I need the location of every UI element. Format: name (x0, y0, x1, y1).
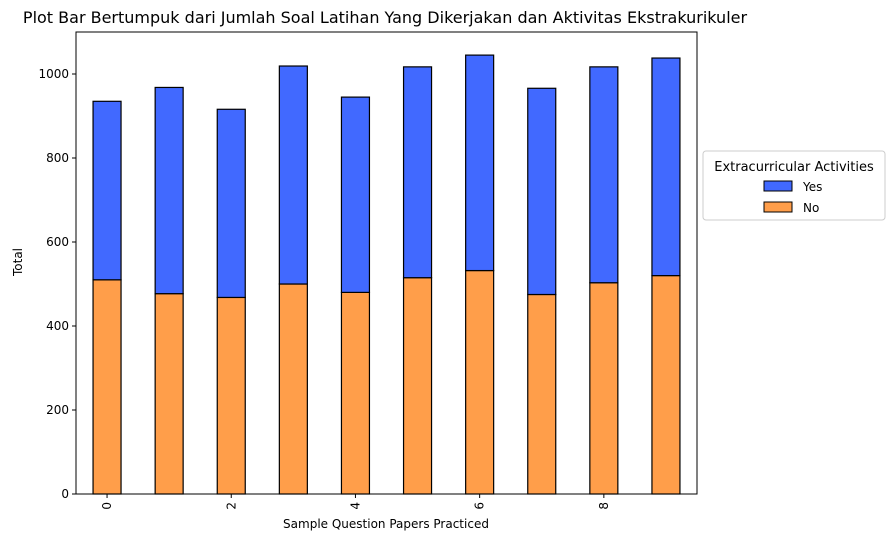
bar-yes-9 (651, 57, 681, 277)
bar-no-7 (527, 293, 557, 495)
bar-no-3 (278, 283, 308, 495)
legend-box (702, 150, 886, 221)
bar-no-9 (651, 275, 681, 495)
legend-label-no: No (803, 201, 819, 215)
y-tick-label-200: 200 (46, 403, 69, 417)
x-tick-label-0: 0 (100, 502, 114, 510)
x-tick-label-6: 6 (473, 502, 487, 510)
bar-yes-2 (216, 108, 246, 299)
bar-no-5 (402, 277, 433, 495)
y-axis-label: Total (11, 248, 25, 277)
y-tick-label-0: 0 (61, 487, 69, 501)
legend-swatch-yes (763, 180, 793, 192)
bar-no-2 (216, 296, 246, 495)
y-axis: 0 200 400 600 800 1000 (38, 67, 76, 501)
x-tick-label-8: 8 (597, 502, 611, 510)
y-tick-label-800: 800 (46, 151, 69, 165)
x-tick-label-4: 4 (348, 502, 362, 510)
bar-no-6 (465, 269, 495, 495)
bar-yes-0 (92, 100, 122, 281)
bar-no-0 (92, 279, 122, 495)
legend-swatch-no (763, 201, 793, 213)
plot-frame (75, 31, 698, 495)
bar-yes-3 (278, 65, 308, 285)
bars-group (92, 54, 681, 495)
bar-yes-4 (340, 96, 371, 294)
bar-yes-7 (527, 87, 557, 296)
x-axis-label: Sample Question Papers Practiced (283, 517, 489, 531)
bar-no-4 (340, 291, 371, 495)
bar-yes-1 (154, 86, 184, 295)
bar-no-1 (154, 293, 184, 495)
chart-title: Plot Bar Bertumpuk dari Jumlah Soal Lati… (23, 8, 748, 27)
legend-title: Extracurricular Activities (714, 160, 874, 175)
x-tick-label-2: 2 (224, 502, 238, 510)
y-tick-label-600: 600 (46, 235, 69, 249)
y-tick-label-400: 400 (46, 319, 69, 333)
legend-label-yes: Yes (802, 180, 822, 194)
bar-yes-6 (465, 54, 495, 272)
bar-no-8 (589, 282, 619, 495)
legend: Extracurricular Activities Yes No (702, 150, 886, 221)
y-tick-label-1000: 1000 (38, 67, 69, 81)
x-axis: 0 2 4 6 8 (100, 494, 611, 510)
bar-yes-5 (402, 66, 433, 279)
bar-yes-8 (589, 66, 619, 284)
